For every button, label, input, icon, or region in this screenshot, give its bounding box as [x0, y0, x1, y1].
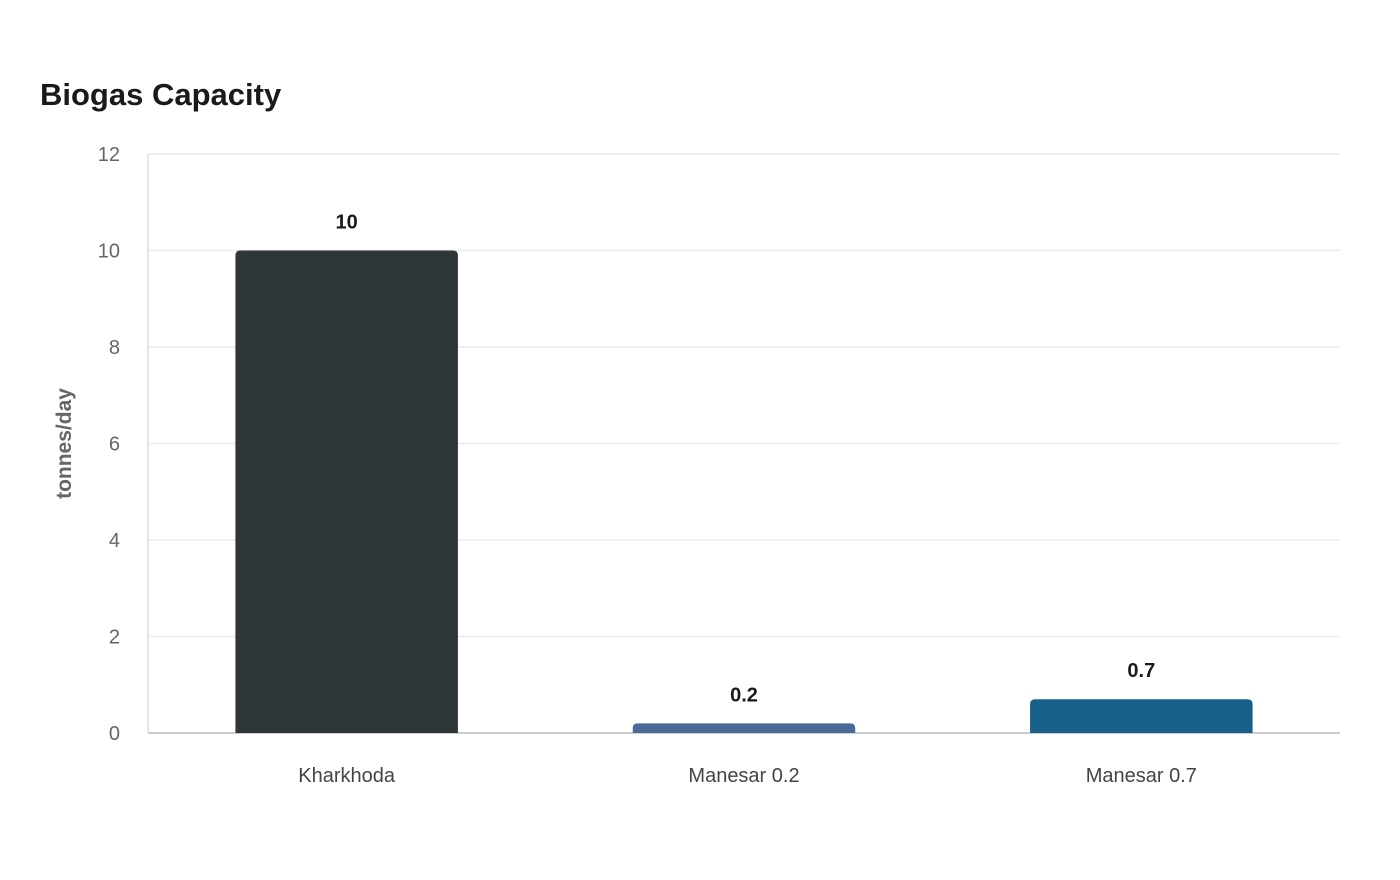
bar-value-label: 0.2 [730, 684, 758, 706]
y-tick-label: 2 [109, 627, 120, 649]
bars [235, 250, 1253, 734]
x-axis-categories: Kharkhoda Manesar 0.2 Manesar 0.7 [298, 765, 1197, 787]
bar-manesar-0-7[interactable] [1030, 699, 1253, 733]
y-axis-ticks: 0 2 4 6 8 10 12 [98, 144, 120, 745]
y-tick-label: 12 [98, 144, 120, 166]
chart-title: Biogas Capacity [40, 77, 282, 112]
bar-value-label: 10 [336, 212, 358, 234]
y-tick-label: 4 [109, 530, 120, 552]
y-tick-label: 0 [109, 723, 120, 745]
bar-value-label: 0.7 [1127, 660, 1155, 682]
x-category-label: Kharkhoda [298, 765, 396, 787]
y-tick-label: 8 [109, 337, 120, 359]
y-tick-label: 6 [109, 434, 120, 456]
x-category-label: Manesar 0.2 [688, 765, 799, 787]
value-labels: 10 0.2 0.7 [336, 212, 1156, 707]
bar-manesar-0-2[interactable] [632, 723, 856, 733]
y-axis-title: tonnes/day [53, 388, 76, 499]
y-tick-label: 10 [98, 241, 120, 263]
x-category-label: Manesar 0.7 [1086, 765, 1197, 787]
bar-kharkhoda[interactable] [235, 250, 458, 734]
